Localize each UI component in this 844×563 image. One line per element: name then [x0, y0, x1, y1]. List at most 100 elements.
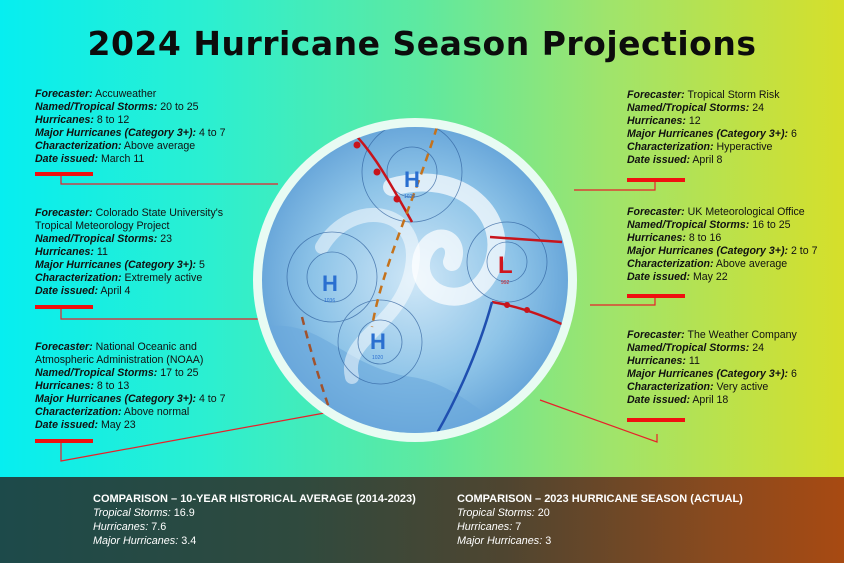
- field-label: Major Hurricanes (Category 3+):: [35, 127, 197, 139]
- low-pressure: L: [498, 252, 513, 279]
- field-label: Named/Tropical Storms:: [627, 342, 750, 354]
- field-label: Hurricanes:: [627, 232, 686, 244]
- field-label: Characterization:: [627, 381, 714, 393]
- connector-5: [590, 298, 656, 306]
- connector-6: [539, 399, 658, 443]
- field-label: Forecaster:: [627, 89, 685, 101]
- field-label: Hurricanes:: [35, 246, 94, 258]
- storms-value: 17 to 25: [160, 367, 199, 379]
- comparison-heading: COMPARISON – 10-YEAR HISTORICAL AVERAGE …: [93, 493, 416, 505]
- date-value: May 23: [100, 419, 136, 431]
- forecast-noaa: Forecaster: National Oceanic and Atmosph…: [35, 341, 225, 432]
- field-label: Characterization:: [35, 272, 122, 284]
- field-label: Named/Tropical Storms:: [35, 233, 158, 245]
- comparison-historical: COMPARISON – 10-YEAR HISTORICAL AVERAGE …: [93, 492, 416, 548]
- field-label: Hurricanes:: [35, 114, 94, 126]
- low-pressure-value: 992: [501, 280, 510, 286]
- storms-value: 20 to 25: [160, 101, 199, 113]
- field-label: Named/Tropical Storms:: [35, 101, 158, 113]
- field-label: Named/Tropical Storms:: [35, 367, 158, 379]
- high-pressure-3-value: 1020: [372, 355, 383, 361]
- page-title: 2024 Hurricane Season Projections: [87, 24, 757, 63]
- field-label: Date issued:: [35, 285, 98, 297]
- forecaster-name: Accuweather: [95, 88, 157, 100]
- forecaster-name: The Weather Company: [687, 329, 797, 341]
- storms-value: 24: [752, 102, 765, 114]
- forecaster-name: Tropical Storm Risk: [687, 89, 780, 101]
- weather-map-globe: H 1025 H 1036 H 1020 L 992: [253, 118, 577, 442]
- field-label: Characterization:: [627, 141, 714, 153]
- major-value: 5: [198, 259, 205, 271]
- field-label: Date issued:: [35, 419, 98, 431]
- forecast-weather-company: Forecaster: The Weather Company Named/Tr…: [627, 329, 797, 407]
- high-pressure-1-value: 1025: [404, 194, 415, 200]
- field-label: Date issued:: [627, 271, 690, 283]
- hurricanes-value: 8 to 12: [96, 114, 130, 126]
- forecaster-name: National Oceanic and: [95, 341, 197, 353]
- major-value: 4 to 7: [198, 127, 226, 139]
- forecaster-name-line2: Atmospheric Administration (NOAA): [35, 354, 204, 366]
- connector-3: [60, 411, 331, 462]
- major-value: 6: [790, 128, 797, 140]
- hurricanes-value: 12: [688, 115, 701, 127]
- hurricanes-value: 8 to 16: [688, 232, 722, 244]
- characterization-value: Extremely active: [124, 272, 203, 284]
- red-divider: [35, 439, 93, 443]
- characterization-value: Above average: [123, 140, 196, 152]
- hurricanes-value: 7.6: [151, 521, 167, 533]
- comparison-heading: COMPARISON – 2023 HURRICANE SEASON (ACTU…: [457, 493, 743, 505]
- high-pressure-1: H: [404, 167, 420, 192]
- field-label: Named/Tropical Storms:: [627, 219, 750, 231]
- forecaster-name: UK Meteorological Office: [687, 206, 805, 218]
- field-label: Date issued:: [627, 154, 690, 166]
- field-label: Date issued:: [627, 394, 690, 406]
- characterization-value: Hyperactive: [716, 141, 773, 153]
- high-pressure-3: H: [370, 329, 386, 354]
- high-pressure-2-value: 1036: [324, 298, 335, 304]
- red-divider: [627, 418, 685, 422]
- high-pressure-2: H: [322, 271, 338, 296]
- comparison-2023: COMPARISON – 2023 HURRICANE SEASON (ACTU…: [457, 492, 743, 548]
- connector-1: [60, 176, 278, 185]
- major-value: 3.4: [181, 535, 197, 547]
- red-divider: [627, 294, 685, 298]
- hurricanes-value: 8 to 13: [96, 380, 130, 392]
- connector-4: [574, 182, 656, 191]
- field-label: Hurricanes:: [627, 355, 686, 367]
- hurricanes-value: 11: [96, 246, 108, 258]
- storms-value: 23: [160, 233, 173, 245]
- field-label: Forecaster:: [627, 206, 685, 218]
- storms-value: 16 to 25: [752, 219, 791, 231]
- red-divider: [627, 178, 685, 182]
- date-value: May 22: [692, 271, 728, 283]
- major-value: 6: [790, 368, 797, 380]
- storms-value: 20: [537, 507, 550, 519]
- field-label: Characterization:: [35, 140, 122, 152]
- red-divider: [35, 305, 93, 309]
- connector-2: [60, 309, 258, 320]
- field-label: Major Hurricanes (Category 3+):: [627, 128, 789, 140]
- field-label: Major Hurricanes (Category 3+):: [35, 393, 197, 405]
- field-label: Characterization:: [627, 258, 714, 270]
- field-label: Tropical Storms:: [457, 507, 535, 519]
- forecast-csu: Forecaster: Colorado State University's …: [35, 207, 223, 298]
- major-value: 2 to 7: [790, 245, 818, 257]
- characterization-value: Above normal: [123, 406, 190, 418]
- field-label: Major Hurricanes (Category 3+):: [627, 368, 789, 380]
- hurricanes-value: 7: [515, 521, 522, 533]
- forecaster-name: Colorado State University's: [95, 207, 224, 219]
- storms-value: 16.9: [173, 507, 195, 519]
- major-value: 4 to 7: [198, 393, 226, 405]
- date-value: March 11: [100, 153, 145, 165]
- forecast-uk-met-office: Forecaster: UK Meteorological Office Nam…: [627, 206, 817, 284]
- storms-value: 24: [752, 342, 765, 354]
- forecast-accuweather: Forecaster: Accuweather Named/Tropical S…: [35, 88, 225, 166]
- forecaster-name-line2: Tropical Meteorology Project: [35, 220, 170, 232]
- field-label: Hurricanes:: [627, 115, 686, 127]
- date-value: April 8: [692, 154, 723, 166]
- field-label: Major Hurricanes (Category 3+):: [627, 245, 789, 257]
- date-value: April 18: [692, 394, 729, 406]
- field-label: Named/Tropical Storms:: [627, 102, 750, 114]
